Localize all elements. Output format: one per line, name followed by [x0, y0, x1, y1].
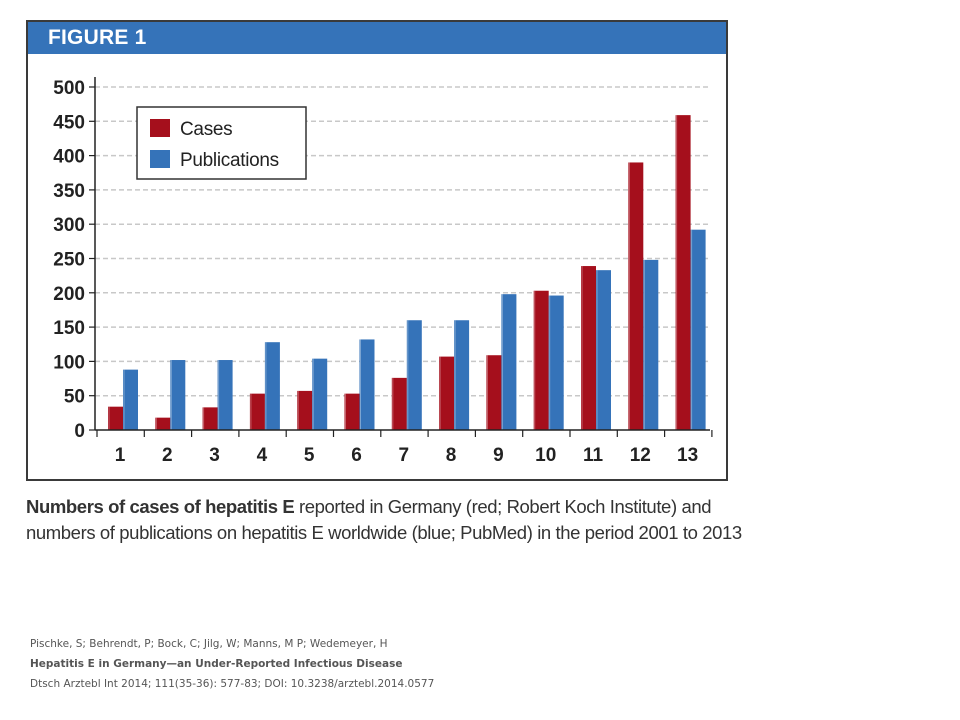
figure-caption: Numbers of cases of hepatitis E reported… — [26, 494, 746, 546]
figure-header: FIGURE 1 — [28, 22, 726, 54]
bar-publications-13 — [690, 229, 706, 430]
x-tick-label: 2 — [162, 445, 173, 466]
bar-publications-12 — [643, 259, 659, 430]
bar-publications-3 — [217, 360, 233, 430]
y-tick-label: 450 — [53, 112, 85, 133]
y-tick-label: 350 — [53, 181, 85, 202]
x-tick-label: 1 — [115, 445, 126, 466]
y-tick-label: 150 — [53, 318, 85, 339]
bar-publications-4 — [264, 342, 280, 430]
citation-source: Dtsch Arztebl Int 2014; 111(35-36): 577-… — [30, 678, 435, 690]
bar-publications-5 — [312, 358, 328, 430]
y-tick-label: 200 — [53, 284, 85, 305]
bar-cases-13 — [675, 115, 691, 430]
bar-publications-9 — [501, 294, 517, 430]
bar-cases-9 — [486, 355, 502, 430]
bar-cases-8 — [439, 356, 455, 430]
citation: Pischke, S; Behrendt, P; Bock, C; Jilg, … — [30, 634, 434, 694]
bar-cases-3 — [202, 407, 218, 430]
bar-cases-4 — [249, 393, 265, 430]
bar-cases-5 — [297, 390, 313, 430]
x-tick-label: 9 — [493, 445, 504, 466]
y-tick-label: 400 — [53, 147, 85, 168]
bar-cases-7 — [391, 377, 407, 430]
legend-label-publications: Publications — [180, 150, 279, 171]
x-tick-label: 12 — [630, 445, 651, 466]
citation-title: Hepatitis E in Germany—an Under-Reported… — [30, 658, 403, 670]
caption-lead: Numbers of cases of hepatitis E — [26, 496, 295, 517]
y-tick-label: 100 — [53, 352, 85, 373]
figure-label: FIGURE 1 — [48, 26, 147, 49]
bar-cases-6 — [344, 393, 360, 430]
bar-cases-11 — [581, 266, 596, 430]
x-tick-label: 5 — [304, 445, 315, 466]
y-tick-label: 500 — [53, 78, 85, 99]
bar-publications-6 — [359, 339, 375, 430]
legend-swatch-cases — [150, 119, 170, 137]
x-tick-label: 7 — [399, 445, 410, 466]
bar-cases-2 — [155, 417, 171, 430]
bar-publications-2 — [170, 360, 186, 430]
x-tick-label: 8 — [446, 445, 457, 466]
legend-swatch-publications — [150, 150, 170, 168]
bar-publications-7 — [406, 320, 422, 430]
x-tick-label: 13 — [677, 445, 698, 466]
caption-rest: reported in Germany (red; Robert Koch In… — [26, 496, 742, 543]
y-tick-label: 0 — [74, 421, 85, 442]
bar-publications-10 — [548, 295, 564, 430]
y-tick-label: 250 — [53, 250, 85, 271]
x-tick-label: 10 — [535, 445, 556, 466]
bar-publications-11 — [596, 270, 611, 430]
y-tick-label: 300 — [53, 215, 85, 236]
bar-cases-10 — [533, 290, 549, 430]
x-tick-label: 6 — [351, 445, 362, 466]
legend-label-cases: Cases — [180, 119, 232, 140]
x-tick-label: 11 — [583, 445, 604, 466]
bar-cases-12 — [628, 162, 644, 430]
figure-box: FIGURE 1 0 50 100 150 200 250 300 350 400 450 500 1… — [26, 20, 728, 481]
citation-authors: Pischke, S; Behrendt, P; Bock, C; Jilg, … — [30, 638, 388, 650]
bar-cases-1 — [108, 406, 123, 430]
x-tick-label: 4 — [257, 445, 268, 466]
bar-publications-8 — [454, 320, 470, 430]
x-tick-label: 3 — [209, 445, 220, 466]
y-tick-label: 50 — [64, 387, 85, 408]
bar-publications-1 — [123, 369, 138, 430]
